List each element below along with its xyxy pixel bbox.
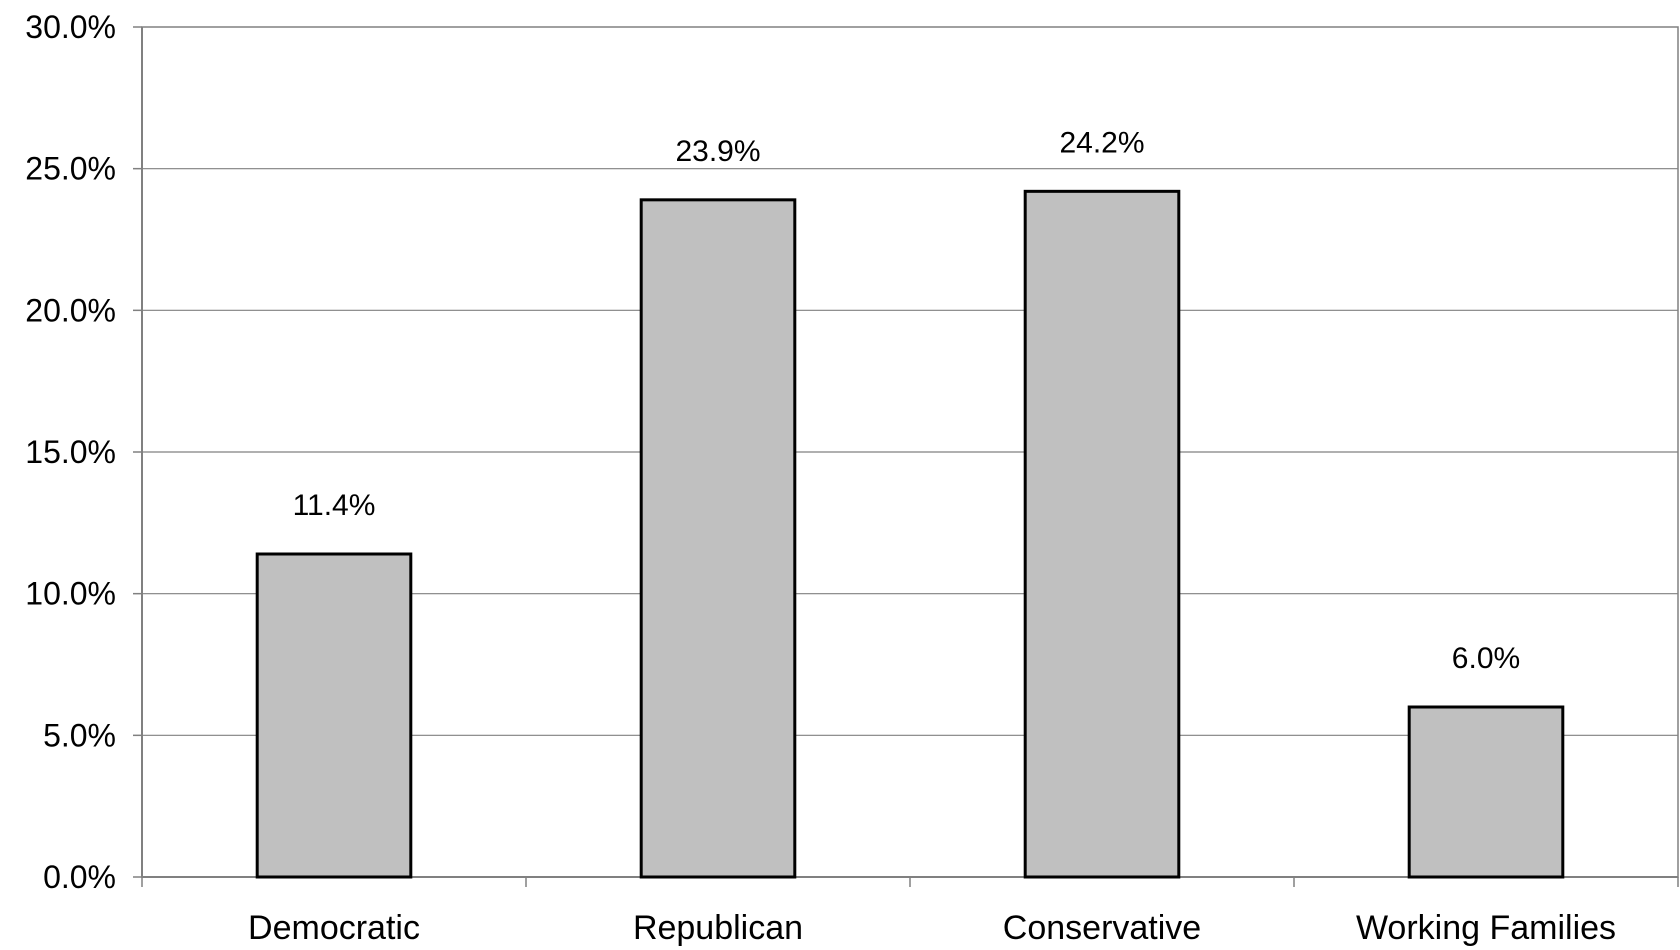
category-label: Democratic bbox=[248, 909, 420, 947]
data-label: 6.0% bbox=[1452, 642, 1520, 675]
y-tick-label: 15.0% bbox=[25, 434, 116, 470]
bar-republican bbox=[639, 198, 797, 879]
data-label: 24.2% bbox=[1059, 126, 1144, 159]
bar-working-families bbox=[1407, 705, 1565, 879]
category-label: Republican bbox=[633, 909, 803, 947]
bar-democratic bbox=[255, 552, 413, 879]
bars bbox=[255, 189, 1565, 879]
y-tick-label: 30.0% bbox=[25, 9, 116, 45]
data-labels: 11.4% 23.9% 24.2% 6.0% bbox=[293, 126, 1521, 675]
y-tick-label: 0.0% bbox=[43, 859, 116, 895]
category-label: Conservative bbox=[1003, 909, 1201, 947]
data-label: 23.9% bbox=[675, 135, 760, 168]
category-labels: Democratic Republican Conservative Working … bbox=[248, 909, 1616, 947]
data-label: 11.4% bbox=[293, 489, 376, 522]
y-tick-label: 25.0% bbox=[25, 151, 116, 187]
y-axis: 0.0% 5.0% 10.0% 15.0% 20.0% 25.0% 30.0% bbox=[25, 9, 143, 895]
y-tick-label: 5.0% bbox=[43, 717, 116, 753]
y-tick-label: 10.0% bbox=[25, 576, 116, 612]
category-label: Working Families bbox=[1356, 909, 1616, 947]
bar-conservative bbox=[1023, 189, 1181, 879]
y-tick-label: 20.0% bbox=[25, 292, 116, 328]
